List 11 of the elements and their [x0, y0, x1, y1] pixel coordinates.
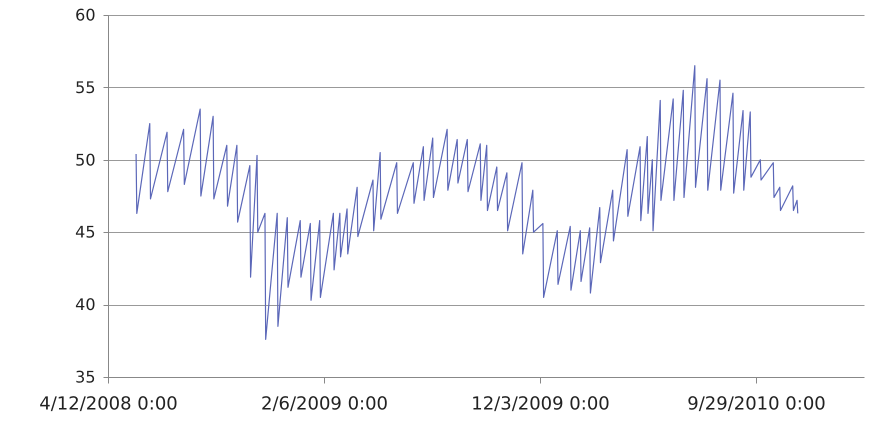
y-tick-label: 35 — [75, 368, 96, 386]
line-series — [135, 65, 798, 340]
x-tick-label: 2/6/2009 0:00 — [261, 394, 388, 414]
y-tick-label: 40 — [75, 295, 96, 314]
y-tick-label: 60 — [75, 6, 96, 24]
y-tick-label: 45 — [75, 222, 96, 242]
x-tick-label: 4/12/2008 0:00 — [39, 394, 178, 414]
y-tick-label: 50 — [75, 150, 96, 170]
y-tick-label: 55 — [75, 78, 96, 97]
x-tick-label: 9/29/2010 0:00 — [687, 394, 826, 414]
x-tick-label: 12/3/2009 0:00 — [471, 394, 610, 414]
